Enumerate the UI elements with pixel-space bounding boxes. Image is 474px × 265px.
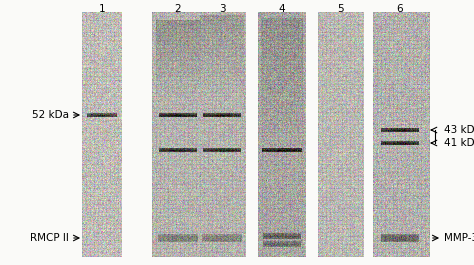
Text: 4: 4 [279,4,285,14]
Text: 3: 3 [219,4,225,14]
Text: 43 kDa: 43 kDa [444,125,474,135]
Text: 5: 5 [337,4,344,14]
Text: 1: 1 [99,4,105,14]
Text: 2: 2 [175,4,182,14]
Text: 52 kDa: 52 kDa [32,110,69,120]
Text: RMCP II: RMCP II [30,233,69,243]
Text: MMP-3: MMP-3 [444,233,474,243]
Text: 6: 6 [397,4,403,14]
Text: 41 kDa: 41 kDa [444,138,474,148]
